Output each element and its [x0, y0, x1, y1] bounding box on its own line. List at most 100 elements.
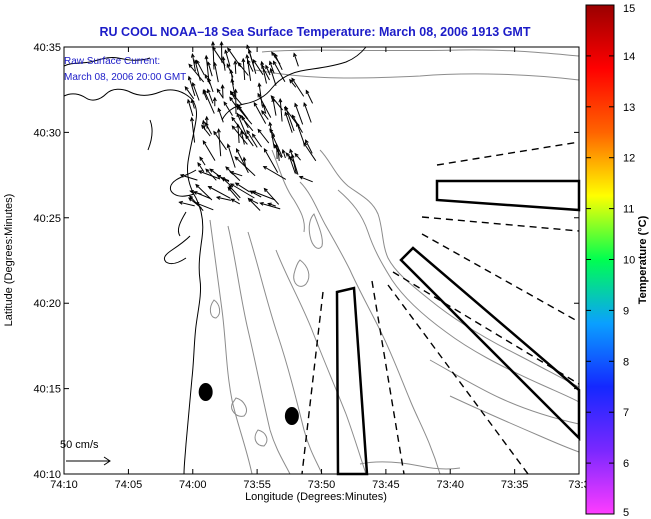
- current-vector: [269, 122, 275, 149]
- x-tick-label: 74:00: [179, 479, 207, 491]
- current-vector: [285, 152, 295, 163]
- current-vector: [188, 76, 196, 97]
- current-vector: [218, 129, 222, 157]
- current-vector: [234, 156, 256, 177]
- x-tick-label: 73:50: [308, 479, 336, 491]
- current-vector-head: [269, 67, 274, 73]
- current-vector: [291, 78, 305, 97]
- current-vector-head: [197, 162, 202, 167]
- colorbar-tick-label: 15: [623, 3, 635, 15]
- current-vector-head: [291, 77, 296, 82]
- current-vector: [294, 103, 304, 125]
- current-vector-head: [225, 166, 230, 171]
- current-vector-head: [213, 130, 218, 136]
- bathymetry-contour: [337, 189, 580, 403]
- current-vector: [216, 88, 224, 99]
- current-vector: [227, 144, 236, 168]
- current-vector-head: [253, 101, 258, 107]
- radar-beam-edge: [387, 284, 529, 475]
- current-vector: [273, 61, 286, 83]
- x-tick-label: 74:05: [115, 479, 143, 491]
- current-vector-head: [257, 128, 262, 134]
- current-vector: [269, 61, 275, 74]
- current-vector: [265, 65, 271, 76]
- current-vector: [226, 64, 234, 78]
- colorbar-tick-label: 14: [623, 51, 635, 63]
- current-vector-head: [236, 103, 241, 108]
- current-label: Raw Surface Current:: [64, 56, 160, 67]
- bathymetry-contour: [254, 69, 580, 81]
- current-vector: [199, 156, 206, 166]
- current-vector: [262, 104, 267, 114]
- current-vector: [247, 60, 254, 72]
- colorbar-tick-label: 7: [623, 407, 629, 419]
- coastline-segment: [163, 235, 191, 265]
- current-vector: [207, 62, 213, 77]
- current-vector-head: [187, 98, 191, 104]
- colorbar-tick-label: 13: [623, 102, 635, 114]
- current-vector: [296, 123, 306, 146]
- current-vector: [235, 182, 250, 193]
- current-vector: [231, 117, 248, 139]
- current-vector-head: [231, 125, 236, 130]
- current-vector-head: [281, 148, 286, 154]
- current-vector: [201, 125, 211, 137]
- colorbar: 5 6 7 8 9 10 11 12 13 14 15 Temperature (°C): [585, 3, 649, 519]
- current-vector-head: [204, 115, 209, 121]
- current-vector-head: [191, 81, 196, 87]
- colorbar-ticks: 5 6 7 8 9 10 11 12 13 14 15: [586, 3, 635, 519]
- current-vector: [239, 114, 254, 132]
- current-vector: [263, 166, 287, 180]
- current-vector-head: [246, 129, 251, 135]
- colorbar-tick-label: 11: [623, 204, 634, 216]
- current-vector: [192, 82, 200, 101]
- current-vector-head: [247, 48, 252, 54]
- current-vector: [222, 57, 226, 71]
- colorbar-tick-label: 8: [623, 356, 629, 368]
- map-panel: Raw Surface Current: March 08, 2006 20:0…: [60, 40, 581, 476]
- current-vector-head: [189, 190, 194, 194]
- current-vector: [222, 85, 224, 99]
- current-vector: [305, 90, 314, 104]
- current-vector: [187, 99, 194, 117]
- current-vector: [249, 198, 259, 204]
- current-vector: [294, 153, 301, 161]
- current-vector: [191, 117, 196, 143]
- current-vector: [272, 98, 277, 116]
- current-vector-head: [211, 40, 215, 46]
- colorbar-tick-label: 10: [623, 255, 635, 267]
- current-vector-head: [188, 63, 193, 68]
- current-vector-head: [197, 170, 203, 175]
- current-vector-head: [184, 85, 189, 91]
- current-vector-head: [235, 147, 240, 153]
- current-vector-head: [289, 148, 293, 154]
- current-vector-head: [227, 47, 232, 52]
- current-vector-head: [296, 122, 300, 127]
- current-vector: [198, 170, 221, 180]
- current-vector-head: [263, 187, 268, 193]
- current-vector: [227, 187, 240, 201]
- current-vector: [261, 65, 270, 81]
- current-vector: [284, 112, 293, 133]
- current-vector: [231, 79, 236, 97]
- current-vector-head: [262, 165, 268, 170]
- current-vector: [193, 191, 211, 199]
- current-vector: [207, 78, 214, 93]
- current-vector: [202, 140, 216, 161]
- current-vector-head: [284, 111, 289, 116]
- current-vector-head: [192, 191, 198, 195]
- current-vector-head: [252, 59, 257, 64]
- current-vector: [205, 122, 213, 135]
- current-vector: [299, 176, 313, 183]
- bathymetry-contour: [299, 181, 441, 475]
- x-axis-label: Longitude (Degrees:Minutes): [245, 491, 387, 503]
- current-vector-head: [221, 177, 226, 182]
- current-vector: [196, 60, 205, 76]
- current-vector-head: [206, 88, 211, 94]
- current-vector-head: [216, 174, 222, 179]
- current-vector-head: [216, 88, 221, 93]
- station-markers: [198, 383, 299, 425]
- current-vector-head: [233, 88, 238, 94]
- current-vector: [179, 201, 195, 207]
